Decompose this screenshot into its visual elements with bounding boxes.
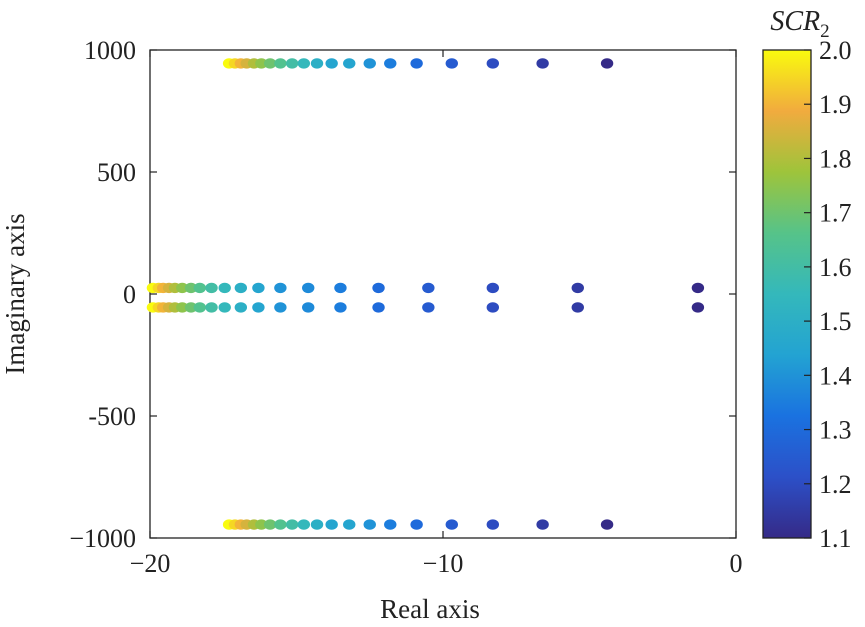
data-point <box>302 282 315 294</box>
x-axis-ticks: −20 −10 0 <box>130 50 743 578</box>
data-point <box>363 519 376 530</box>
colorbar-tick-label: 1.2 <box>819 470 852 499</box>
data-point <box>600 58 614 69</box>
data-point <box>486 58 500 69</box>
scatter-points <box>146 58 705 530</box>
data-point <box>274 282 287 294</box>
data-point <box>445 519 458 530</box>
data-point <box>263 519 277 530</box>
colorbar-tick-label: 1.6 <box>819 253 852 282</box>
data-point <box>410 58 423 69</box>
colorbar-tick-label: 2.0 <box>819 36 852 65</box>
data-point <box>255 58 268 69</box>
data-point <box>274 58 287 69</box>
x-tick-label: −20 <box>130 549 171 578</box>
data-point <box>363 58 376 69</box>
colorbar-tick-label: 1.4 <box>819 361 852 390</box>
data-point <box>384 519 397 530</box>
data-point <box>422 302 435 313</box>
data-point <box>343 519 356 530</box>
data-point <box>184 302 198 313</box>
y-tick-label: -500 <box>88 402 136 431</box>
data-point <box>234 282 248 294</box>
colorbar-title: SCR2 <box>770 6 829 42</box>
data-point <box>445 58 458 69</box>
data-point <box>325 58 338 69</box>
colorbar-tick-label: 1.5 <box>819 307 852 336</box>
y-tick-label: 500 <box>97 158 136 187</box>
data-point <box>274 302 287 313</box>
y-axis-label: Imaginary axis <box>0 213 30 374</box>
data-point <box>252 302 265 313</box>
data-point <box>302 302 315 313</box>
plot-area <box>149 49 737 539</box>
data-point <box>252 282 265 294</box>
data-point <box>285 519 299 530</box>
data-point <box>297 58 311 69</box>
data-point <box>193 302 207 313</box>
data-point <box>310 519 324 530</box>
data-point <box>486 302 500 313</box>
data-point <box>184 282 198 294</box>
colorbar-title-subscript: 2 <box>820 21 830 42</box>
data-point <box>310 58 324 69</box>
data-point <box>372 282 385 294</box>
y-tick-label: 0 <box>123 280 136 309</box>
data-point <box>193 282 207 294</box>
data-point <box>255 519 268 530</box>
data-point <box>571 282 584 294</box>
data-point <box>297 519 311 530</box>
data-point <box>486 519 500 530</box>
x-tick-label: 0 <box>730 549 743 578</box>
data-point <box>325 519 338 530</box>
data-point <box>536 519 549 530</box>
data-point <box>486 282 500 294</box>
data-point <box>285 58 299 69</box>
data-point <box>334 282 347 294</box>
colorbar: 2.0 1.9 1.8 1.7 1.6 1.5 1.4 1.3 1.2 1.1 SCR2 <box>762 6 852 553</box>
data-point <box>343 58 356 69</box>
data-point <box>691 302 705 313</box>
data-point <box>372 302 385 313</box>
data-point <box>205 282 218 294</box>
data-point <box>274 519 287 530</box>
data-point <box>691 282 705 294</box>
colorbar-tick-label: 1.7 <box>819 199 852 228</box>
data-point <box>571 302 584 313</box>
data-point <box>536 58 549 69</box>
data-point <box>600 519 614 530</box>
x-axis-label: Real axis <box>380 594 480 624</box>
colorbar-tick-label: 1.1 <box>819 524 852 553</box>
y-tick-label: 1000 <box>84 36 136 65</box>
data-point <box>234 302 248 313</box>
data-point <box>410 519 423 530</box>
colorbar-tick-label: 1.9 <box>819 90 852 119</box>
data-point <box>176 302 189 313</box>
data-point <box>218 282 231 294</box>
colorbar-title-main: SCR <box>770 6 820 37</box>
data-point <box>263 58 277 69</box>
data-point <box>384 58 397 69</box>
colorbar-tick-label: 1.3 <box>819 416 852 445</box>
y-tick-label: −1000 <box>69 524 136 553</box>
data-point <box>218 302 231 313</box>
colorbar-ticks: 2.0 1.9 1.8 1.7 1.6 1.5 1.4 1.3 1.2 1.1 <box>804 36 852 553</box>
colorbar-gradient <box>762 49 812 539</box>
data-point <box>422 282 435 294</box>
data-point <box>176 282 189 294</box>
x-tick-label: −10 <box>423 549 464 578</box>
colorbar-tick-label: 1.8 <box>819 144 852 173</box>
y-axis-ticks: 1000 500 0 -500 −1000 <box>69 36 736 553</box>
data-point <box>334 302 347 313</box>
data-point <box>205 302 218 313</box>
